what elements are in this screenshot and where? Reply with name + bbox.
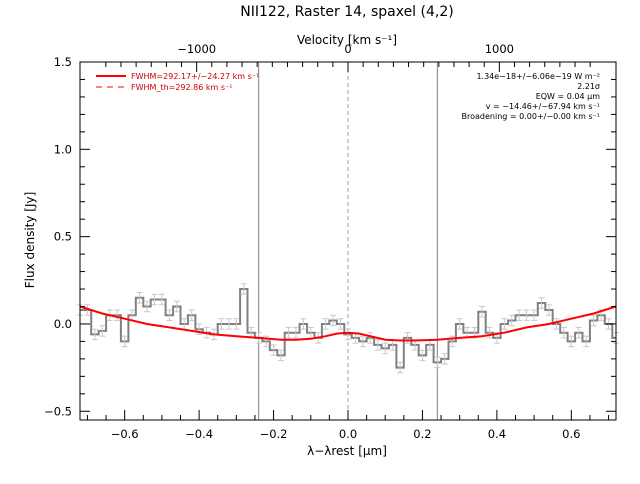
spectrum-series: [77, 283, 619, 374]
top-tick-label: 1000: [485, 42, 514, 56]
annotation-1: 2.21σ: [577, 82, 600, 91]
fit-line: [79, 305, 617, 342]
legend: FWHM=292.17+/−24.27 km s⁻¹ FWHM_th=292.86…: [96, 72, 259, 92]
annotation-2: EQW = 0.04 μm: [536, 92, 600, 101]
y-tick-label: 1.5: [54, 55, 72, 69]
x-tick-label: −0.6: [111, 427, 139, 441]
x-tick-label: 0.6: [562, 427, 580, 441]
y-axis-label: Flux density [Jy]: [23, 192, 37, 289]
x-tick-label: −0.2: [260, 427, 288, 441]
y-tick-label: 1.0: [54, 142, 72, 156]
annotation-3: v = −14.46+/−67.94 km s⁻¹: [486, 102, 600, 111]
annotation-0: 1.34e−18+/−6.06e−19 W m⁻²: [476, 72, 600, 81]
spectrum-line: [80, 288, 616, 369]
x-tick-label: 0.0: [339, 427, 357, 441]
legend-label-1: FWHM_th=292.86 km s⁻¹: [131, 83, 232, 92]
x-tick-label: 0.4: [488, 427, 506, 441]
fit-series: [79, 305, 617, 342]
top-tick-label: 0: [344, 42, 351, 56]
y-tick-label: −0.5: [44, 404, 72, 418]
x-axis-label: λ−λrest [μm]: [307, 444, 387, 458]
chart-title: NII122, Raster 14, spaxel (4,2): [240, 4, 453, 20]
axes: −0.6 −0.4 −0.2 0.0 0.2 0.4 0.6 −0.5 0.0 0.5 1.0 1.5…: [44, 42, 617, 441]
x-tick-label: 0.2: [413, 427, 431, 441]
annotation-4: Broadening = 0.00+/−0.00 km s⁻¹: [462, 112, 600, 121]
legend-label-0: FWHM=292.17+/−24.27 km s⁻¹: [131, 72, 259, 81]
y-tick-label: 0.0: [54, 317, 72, 331]
top-axis-label: Velocity [km s⁻¹]: [297, 33, 397, 47]
y-tick-label: 0.5: [54, 230, 72, 244]
x-tick-label: −0.4: [185, 427, 213, 441]
top-tick-label: −1000: [177, 42, 216, 56]
